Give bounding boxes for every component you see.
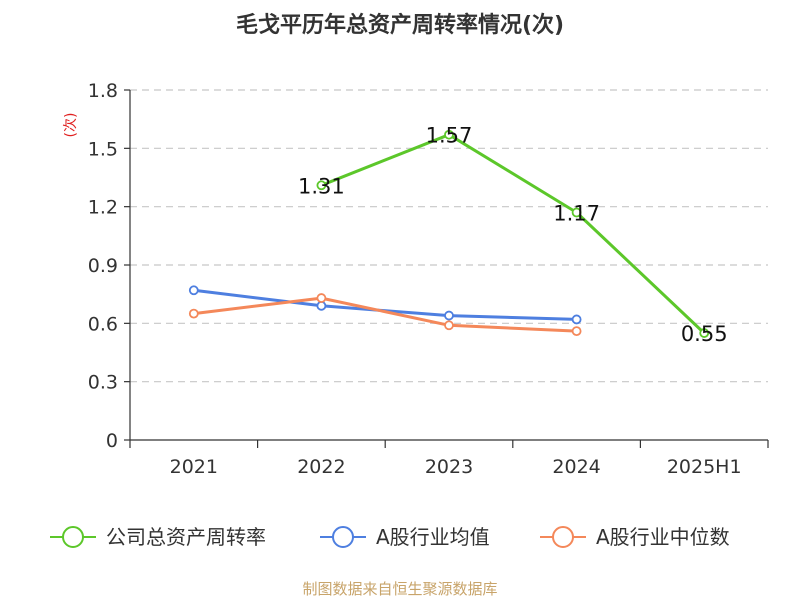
- x-tick-label: 2023: [425, 456, 473, 478]
- data-point: [444, 129, 454, 140]
- x-tick-label: 2024: [552, 456, 600, 478]
- x-tick-label: 2022: [297, 456, 345, 478]
- source-note: 制图数据来自恒生聚源数据库: [302, 580, 497, 598]
- data-label: 1.17: [553, 202, 600, 226]
- y-tick-label: 0: [106, 430, 118, 452]
- y-tick-label: 1.2: [88, 197, 118, 219]
- legend-swatch-marker: [332, 526, 354, 548]
- data-label: 0.55: [681, 322, 728, 346]
- x-tick-label: 2025H1: [667, 456, 742, 478]
- legend-swatch-marker: [62, 526, 84, 548]
- legend: 公司总资产周转率 A股行业均值 A股行业中位数: [50, 525, 730, 549]
- series-line-2: [193, 296, 577, 333]
- data-point: [188, 308, 199, 319]
- data-point: [571, 314, 582, 325]
- legend-label: A股行业均值: [376, 525, 490, 549]
- legend-swatch-marker: [552, 526, 574, 548]
- y-axis-label: (次): [63, 113, 79, 138]
- data-point: [188, 285, 199, 296]
- data-point: [444, 310, 454, 321]
- legend-label: 公司总资产周转率: [106, 525, 266, 549]
- y-tick-label: 0.3: [88, 372, 118, 394]
- series-layer: [188, 129, 710, 338]
- data-point: [571, 207, 582, 218]
- data-label: 1.31: [298, 174, 345, 198]
- y-tick-label: 0.9: [88, 255, 118, 277]
- data-point: [444, 320, 454, 331]
- y-tick-label: 1.8: [88, 80, 118, 102]
- legend-label: A股行业中位数: [596, 525, 730, 549]
- data-point: [316, 180, 327, 191]
- data-label: 1.57: [426, 124, 473, 148]
- data-labels: 1.31 1.57 1.17 0.55: [298, 124, 728, 346]
- y-tick-label: 0.6: [88, 313, 118, 335]
- data-point: [316, 293, 327, 303]
- axes: 0 0.3 0.6 0.9 1.2 1.5 1.8 2021 2022 2023 2024 2025H…: [88, 80, 769, 478]
- data-point: [571, 326, 582, 337]
- series-line-1: [193, 288, 577, 321]
- data-point: [699, 328, 710, 338]
- y-tick-label: 1.5: [88, 138, 118, 160]
- chart-title: 毛戈平历年总资产周转率情况(次): [236, 12, 564, 38]
- series-line-0: [320, 133, 706, 335]
- data-point: [316, 300, 327, 311]
- x-tick-label: 2021: [170, 456, 218, 478]
